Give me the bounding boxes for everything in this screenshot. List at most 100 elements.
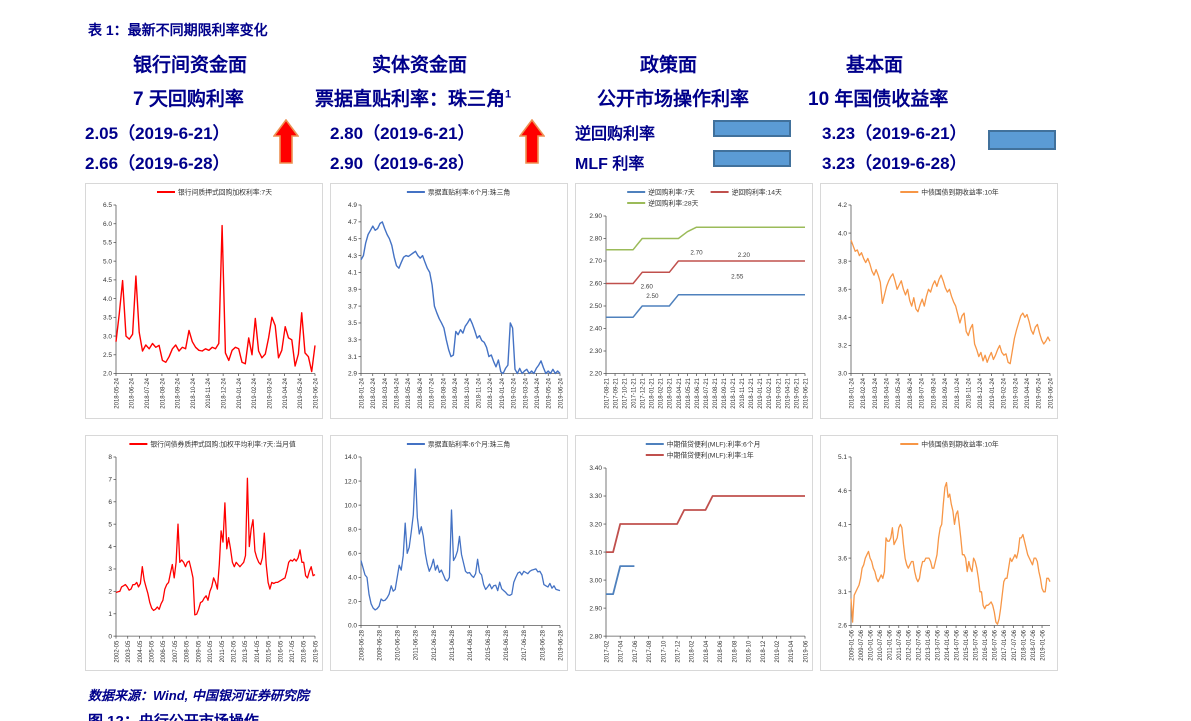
column-sub-7d-repo: 7 天回购利率 xyxy=(133,84,244,111)
svg-text:2018-09-21: 2018-09-21 xyxy=(722,377,728,408)
svg-text:2018-06-24: 2018-06-24 xyxy=(908,377,914,408)
chart-bill-discount-history: 0.0 2.0 4.0 6.0 8.0 10.0 12.0 14.0 2008-06-28 200… xyxy=(330,435,568,671)
svg-text:4.1: 4.1 xyxy=(838,522,847,529)
svg-text:2017-07-06: 2017-07-06 xyxy=(1012,629,1018,660)
column-sub-bill-rate: 票据直贴利率：珠三角1 xyxy=(315,84,511,111)
svg-text:2018-09-24: 2018-09-24 xyxy=(453,377,459,408)
svg-text:2018-02-21: 2018-02-21 xyxy=(659,377,665,408)
column-sub-omo-rate-text: 公开市场操作利率 xyxy=(597,89,750,110)
svg-text:3.10: 3.10 xyxy=(589,549,602,556)
svg-text:4.0: 4.0 xyxy=(348,575,357,582)
svg-text:2013-06-28: 2013-06-28 xyxy=(450,629,456,660)
svg-text:6.0: 6.0 xyxy=(348,550,357,557)
svg-text:2019-05-24: 2019-05-24 xyxy=(547,377,553,408)
svg-text:中期借贷便利(MLF):利率:1年: 中期借贷便利(MLF):利率:1年 xyxy=(667,450,754,459)
svg-text:2016-01-06: 2016-01-06 xyxy=(983,629,989,660)
svg-text:0: 0 xyxy=(108,633,112,640)
svg-text:2012-01-06: 2012-01-06 xyxy=(907,629,913,660)
svg-text:2019-04-24: 2019-04-24 xyxy=(535,377,541,408)
svg-text:2017-08: 2017-08 xyxy=(647,640,653,663)
svg-text:2018-05-24: 2018-05-24 xyxy=(114,377,120,408)
svg-text:中期借贷便利(MLF):利率:6个月: 中期借贷便利(MLF):利率:6个月 xyxy=(667,439,761,448)
svg-text:2018-05-21: 2018-05-21 xyxy=(686,377,692,408)
svg-text:2.80: 2.80 xyxy=(589,633,602,640)
cgb-yield-value-latest: 3.23（2019-6-28） xyxy=(822,154,967,173)
svg-text:2018-10: 2018-10 xyxy=(747,640,753,663)
svg-text:2.9: 2.9 xyxy=(348,371,357,378)
svg-text:2019-03-24: 2019-03-24 xyxy=(1013,377,1019,408)
svg-text:2018-08-24: 2018-08-24 xyxy=(931,377,937,408)
interbank-repo-7d-history-svg: 0 1 2 3 4 5 6 7 8 2002-05 2003-05 2004-05 2005-05 200… xyxy=(108,439,319,663)
svg-text:5: 5 xyxy=(108,521,112,528)
svg-text:2.70: 2.70 xyxy=(690,249,703,256)
svg-text:3.6: 3.6 xyxy=(838,286,847,293)
svg-text:逆回购利率:28天: 逆回购利率:28天 xyxy=(648,198,698,207)
svg-text:2005-05: 2005-05 xyxy=(150,640,156,663)
svg-text:2018-09-24: 2018-09-24 xyxy=(943,377,949,408)
svg-text:3.1: 3.1 xyxy=(348,354,357,361)
cgb-yield-value-prev: 3.23（2019-6-21） xyxy=(822,124,967,143)
svg-text:2018-07-24: 2018-07-24 xyxy=(920,377,926,408)
cgb-10y-yield-history-svg: 2.6 3.1 3.6 4.1 4.6 5.1 2009-01-06 2009-07-06 20… xyxy=(838,439,1051,661)
column-sub-10y-yield-text: 10 年国债收益率 xyxy=(808,89,949,110)
svg-text:2013-05: 2013-05 xyxy=(243,640,249,663)
cgb-10y-yield-recent-svg: 3.0 3.2 3.4 3.6 3.8 4.0 4.2 2018-01-24 2018-02-2… xyxy=(838,187,1054,408)
svg-text:3.4: 3.4 xyxy=(838,315,847,322)
up-arrow-icon xyxy=(273,119,299,164)
svg-text:2014-07-06: 2014-07-06 xyxy=(954,629,960,660)
svg-text:2016-07-06: 2016-07-06 xyxy=(993,629,999,660)
svg-text:3.1: 3.1 xyxy=(838,589,847,596)
svg-text:2018-03-24: 2018-03-24 xyxy=(383,377,389,408)
svg-text:银行间债券质押式回购:加权平均利率:7天:当月值: 银行间债券质押式回购:加权平均利率:7天:当月值 xyxy=(150,439,296,448)
svg-text:2019-02-24: 2019-02-24 xyxy=(512,377,518,408)
svg-text:4.3: 4.3 xyxy=(348,253,357,260)
svg-text:2018-12: 2018-12 xyxy=(761,640,767,663)
svg-text:2013-01-06: 2013-01-06 xyxy=(926,629,932,660)
svg-text:3.30: 3.30 xyxy=(589,493,602,500)
svg-text:2018-03-21: 2018-03-21 xyxy=(668,377,674,408)
svg-text:2019-05-21: 2019-05-21 xyxy=(794,377,800,408)
svg-text:4.6: 4.6 xyxy=(838,488,847,495)
svg-text:2017-12-21: 2017-12-21 xyxy=(641,377,647,408)
svg-text:2019-05: 2019-05 xyxy=(313,640,319,663)
svg-text:4.5: 4.5 xyxy=(348,236,357,243)
svg-text:2018-12-24: 2018-12-24 xyxy=(488,377,494,408)
svg-text:2017-11-21: 2017-11-21 xyxy=(632,377,638,408)
column-group-interbank: 银行间资金面 xyxy=(133,55,248,76)
svg-text:2019-01-24: 2019-01-24 xyxy=(500,377,506,408)
svg-text:2018-01-21: 2018-01-21 xyxy=(650,377,656,408)
svg-text:4.9: 4.9 xyxy=(348,202,357,209)
svg-text:7: 7 xyxy=(108,477,112,484)
svg-text:2019-06-28: 2019-06-28 xyxy=(558,629,564,660)
svg-text:2.90: 2.90 xyxy=(589,213,602,220)
svg-text:2018-06-28: 2018-06-28 xyxy=(540,629,546,660)
svg-text:2012-05: 2012-05 xyxy=(231,640,237,663)
svg-text:2019-04-21: 2019-04-21 xyxy=(785,377,791,408)
flat-indicator-bar xyxy=(713,150,791,167)
svg-text:10.0: 10.0 xyxy=(344,502,357,509)
svg-text:2018-11-24: 2018-11-24 xyxy=(206,377,212,408)
flat-indicator-bar xyxy=(988,130,1056,150)
svg-text:2018-10-24: 2018-10-24 xyxy=(465,377,471,408)
svg-text:2018-12-24: 2018-12-24 xyxy=(222,377,228,408)
svg-text:2014-06-28: 2014-06-28 xyxy=(468,629,474,660)
svg-text:3.3: 3.3 xyxy=(348,337,357,344)
svg-text:2018-04: 2018-04 xyxy=(704,640,710,663)
svg-text:3.40: 3.40 xyxy=(589,465,602,472)
svg-text:2017-05: 2017-05 xyxy=(290,640,296,663)
svg-text:3.2: 3.2 xyxy=(838,343,847,350)
svg-text:2018-07-24: 2018-07-24 xyxy=(145,377,151,408)
column-group-real-economy: 实体资金面 xyxy=(372,55,468,76)
svg-text:4.1: 4.1 xyxy=(348,270,357,277)
svg-text:2.80: 2.80 xyxy=(589,236,602,243)
svg-text:2.30: 2.30 xyxy=(589,348,602,355)
svg-text:中债国债到期收益率:10年: 中债国债到期收益率:10年 xyxy=(921,187,999,196)
svg-text:2012-07-06: 2012-07-06 xyxy=(916,629,922,660)
svg-text:2.5: 2.5 xyxy=(103,352,112,359)
svg-text:票据直贴利率:6个月:珠三角: 票据直贴利率:6个月:珠三角 xyxy=(428,187,510,196)
svg-text:5.5: 5.5 xyxy=(103,240,112,247)
svg-text:8.0: 8.0 xyxy=(348,526,357,533)
svg-text:2011-07-06: 2011-07-06 xyxy=(897,629,903,660)
svg-text:3.7: 3.7 xyxy=(348,303,357,310)
svg-text:2017-06-28: 2017-06-28 xyxy=(522,629,528,660)
